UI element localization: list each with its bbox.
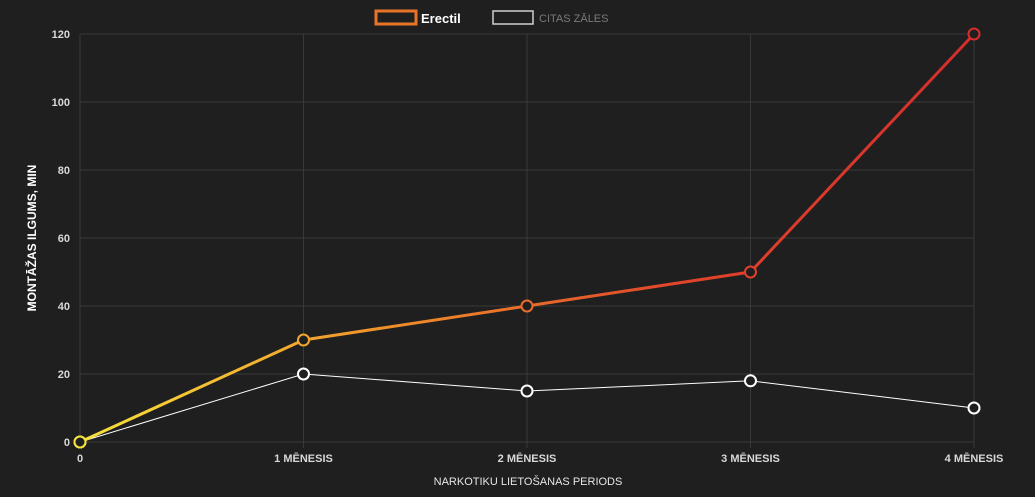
series-erectil (73, 27, 981, 449)
data-point-erectil[interactable] (520, 299, 534, 313)
data-point-other-drugs[interactable] (520, 384, 534, 398)
y-tick-label: 120 (52, 29, 70, 41)
x-tick-label: 4 MĒNESIS (945, 453, 1004, 465)
y-tick-label: 80 (58, 165, 70, 177)
x-tick-label: 0 (77, 453, 83, 465)
legend-item-erectil[interactable]: Erectil (374, 9, 461, 26)
y-tick-label: 40 (58, 301, 70, 313)
legend-item-other-drugs[interactable]: CITAS ZĀLES (492, 10, 608, 25)
data-point-erectil[interactable] (297, 333, 310, 347)
x-tick-label: 2 MĒNESIS (498, 453, 557, 465)
data-point-other-drugs[interactable] (744, 374, 757, 388)
legend: Erectil CITAS ZĀLES (374, 9, 608, 26)
legend-swatch-other-drugs (492, 10, 534, 25)
legend-label-erectil: Erectil (421, 11, 461, 26)
x-tick-label: 3 MĒNESIS (721, 453, 780, 465)
y-tick-label: 100 (52, 97, 70, 109)
data-point-other-drugs[interactable] (297, 367, 310, 381)
data-point-erectil[interactable] (967, 27, 981, 41)
y-axis-title: MONTĀŽAS ILGUMS, MIN (24, 165, 39, 312)
x-tick-label: 1 MĒNESIS (274, 453, 333, 465)
data-point-erectil[interactable] (744, 265, 757, 279)
x-axis-title: NARKOTIKU LIETOŠANAS PERIODS (434, 475, 623, 488)
y-tick-label: 0 (64, 437, 70, 449)
legend-label-other-drugs: CITAS ZĀLES (539, 13, 608, 25)
data-point-other-drugs[interactable] (967, 401, 981, 415)
y-axis-ticks: 0 20 40 60 80 100 120 (52, 29, 70, 449)
y-tick-label: 20 (58, 369, 70, 381)
y-tick-label: 60 (58, 233, 70, 245)
legend-swatch-erectil (374, 9, 418, 26)
data-point-erectil[interactable] (73, 435, 87, 449)
x-axis-ticks: 0 1 MĒNESIS 2 MĒNESIS 3 MĒNESIS 4 MĒNESIS (77, 453, 1003, 465)
